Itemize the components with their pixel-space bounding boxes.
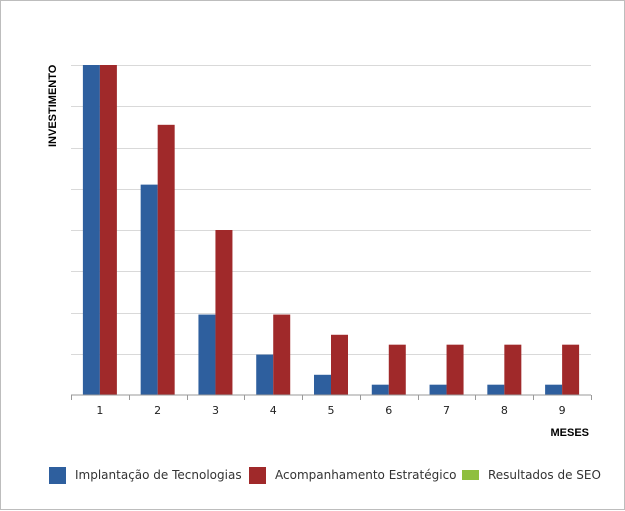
bar-implanta-o-de-tecnologias-6 — [371, 384, 389, 395]
bar-acompanhamento-estrat-gico-9 — [562, 344, 580, 395]
bar-acompanhamento-estrat-gico-7 — [446, 344, 464, 395]
bar-implanta-o-de-tecnologias-4 — [256, 354, 274, 395]
bar-acompanhamento-estrat-gico-6 — [388, 344, 406, 395]
x-tick-label: 6 — [385, 404, 392, 417]
bar-implanta-o-de-tecnologias-7 — [429, 384, 447, 395]
x-tick-label: 4 — [270, 404, 277, 417]
legend-swatch — [462, 470, 479, 480]
x-tick-label: 2 — [154, 404, 161, 417]
bar-acompanhamento-estrat-gico-1 — [99, 65, 117, 395]
x-tick-label: 3 — [212, 404, 219, 417]
x-tick-label: 8 — [501, 404, 508, 417]
x-axis-title: MESES — [550, 427, 589, 439]
legend-swatch — [49, 467, 66, 484]
bar-acompanhamento-estrat-gico-2 — [157, 124, 175, 395]
x-ticks: 1 2 3 4 5 6 7 8 9 — [71, 395, 592, 417]
bar-acompanhamento-estrat-gico-8 — [504, 344, 522, 395]
bar-acompanhamento-estrat-gico-4 — [273, 314, 291, 395]
legend-swatch — [249, 467, 266, 484]
bar-acompanhamento-estrat-gico-3 — [215, 230, 233, 395]
legend-item: Resultados de SEO — [462, 468, 601, 482]
x-tick-label: 1 — [96, 404, 103, 417]
x-tick-label: 5 — [328, 404, 335, 417]
bar-acompanhamento-estrat-gico-5 — [331, 334, 348, 395]
y-axis-title: INVESTIMENTO — [47, 64, 59, 147]
bar-implanta-o-de-tecnologias-3 — [198, 314, 216, 395]
bar-implanta-o-de-tecnologias-9 — [545, 384, 563, 395]
bar-implanta-o-de-tecnologias-8 — [487, 384, 505, 395]
legend-label: Acompanhamento Estratégico — [275, 468, 457, 482]
legend-label: Resultados de SEO — [488, 468, 601, 482]
legend-item: Implantação de Tecnologias — [49, 467, 242, 484]
x-tick-label: 9 — [559, 404, 566, 417]
bar-implanta-o-de-tecnologias-1 — [82, 65, 100, 395]
bars — [82, 65, 580, 395]
bar-implanta-o-de-tecnologias-5 — [314, 374, 331, 395]
x-tick-label: 7 — [443, 404, 450, 417]
bar-implanta-o-de-tecnologias-2 — [140, 184, 158, 395]
legend-item: Acompanhamento Estratégico — [249, 467, 457, 484]
legend-label: Implantação de Tecnologias — [75, 468, 242, 482]
legend: Implantação de Tecnologias Acompanhamento… — [49, 467, 601, 484]
